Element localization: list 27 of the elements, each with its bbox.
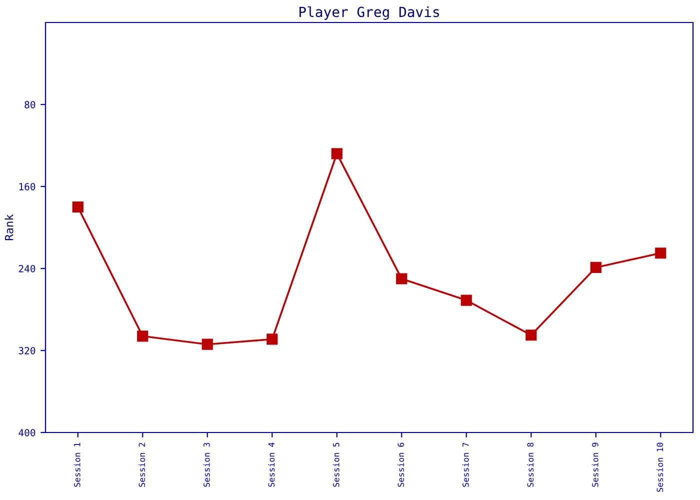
point <box>655 248 666 259</box>
point <box>460 294 472 306</box>
point <box>590 262 602 274</box>
point <box>137 330 148 342</box>
x-tick-label: Session 8 <box>527 442 534 487</box>
x-tick-label: Session 9 <box>592 442 598 487</box>
y-tick-label: 400 <box>18 429 36 436</box>
x-tick-label: Session 1 <box>74 442 80 487</box>
y-tick-label: 80 <box>24 101 36 108</box>
y-tick-label: 320 <box>18 347 36 354</box>
chart-title: Player Greg Davis <box>300 6 439 20</box>
x-tick-label: Session 6 <box>398 442 404 487</box>
point <box>396 273 408 284</box>
x-tick-label: Session 10 <box>656 442 664 492</box>
point <box>72 201 84 213</box>
point <box>331 148 342 160</box>
point <box>202 338 213 350</box>
y-tick-label: 160 <box>19 183 36 190</box>
point <box>266 334 278 345</box>
point <box>526 330 537 341</box>
x-tick-label: Session 3 <box>203 442 210 487</box>
y-tick-label: 240 <box>18 265 36 272</box>
x-tick-label: Session 7 <box>462 442 469 487</box>
y-axis-title: Rank <box>4 214 14 240</box>
x-tick-label: Session 2 <box>138 442 146 487</box>
x-tick-label: Session 5 <box>332 442 340 487</box>
x-tick-label: Session 4 <box>268 442 275 487</box>
